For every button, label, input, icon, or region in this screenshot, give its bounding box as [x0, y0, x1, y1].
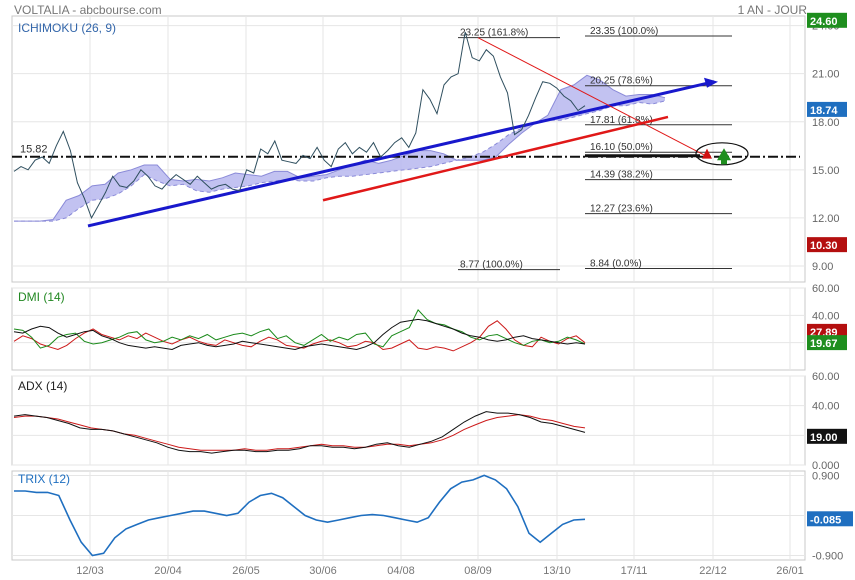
period-label[interactable]: 1 AN - JOUR	[737, 3, 807, 17]
cloud-bottom-line	[14, 100, 666, 222]
adx-black-line	[13, 411, 586, 454]
fibo-level-label: 16.10 (50.0%)	[590, 142, 653, 153]
fan-line	[477, 37, 706, 156]
x-tick-label: 26/05	[232, 565, 260, 577]
x-tick-label: 17/11	[621, 565, 648, 577]
last-price-badge-bg	[807, 101, 847, 117]
y-tick-label: 9.00	[812, 261, 833, 273]
trix-line	[14, 474, 586, 557]
panel-frame-2	[11, 287, 806, 371]
fibo-level-label: 14.39 (38.2%)	[590, 170, 653, 181]
x-tick-label: 22/12	[699, 565, 727, 577]
extension-level-label: 23.25 (161.8%)	[460, 28, 528, 39]
extension-level-label: 8.77 (100.0%)	[460, 260, 523, 271]
y-tick-label: 60.00	[812, 283, 840, 295]
y-tick-label: 0.000	[812, 460, 840, 472]
panel-frame-3	[11, 375, 806, 466]
y-tick-label: 12.00	[812, 213, 840, 225]
fibo-level-label: 17.81 (61.8%)	[590, 115, 653, 126]
y-tick-label: 60.00	[812, 371, 840, 383]
green-up-arrow-icon	[717, 148, 731, 165]
max-price-badge-bg	[807, 12, 847, 28]
last-price-badge: 18.74	[810, 105, 838, 117]
indicator-title: TRIX (12)	[18, 472, 70, 486]
x-tick-label: 30/06	[309, 565, 337, 577]
dmi-green-badge: 19.67	[810, 338, 838, 350]
fibo-level-label: 20.25 (78.6%)	[590, 76, 653, 87]
fibo-level-label: 12.27 (23.6%)	[590, 204, 653, 215]
y-tick-label: 40.00	[812, 401, 840, 413]
dmi-minus-line	[13, 320, 586, 352]
y-tick-label: -0.900	[812, 551, 843, 563]
y-tick-label: 15.00	[812, 165, 840, 177]
min-price-badge-bg	[807, 237, 847, 253]
x-tick-label: 04/08	[387, 565, 415, 577]
panel-frame-1	[11, 15, 806, 283]
red-up-arrow-icon	[702, 148, 712, 159]
y-tick-label: 40.00	[812, 310, 840, 322]
signal-ellipse	[695, 142, 749, 166]
adx-red-line	[13, 414, 586, 451]
indicator-title: ADX (14)	[18, 379, 67, 393]
dmi-plus-line	[13, 309, 586, 349]
indicator-title: ICHIMOKU (26, 9)	[18, 21, 116, 35]
chart-source-title: VOLTALIA - abcbourse.com	[14, 3, 162, 17]
trix-badge: -0.085	[810, 514, 841, 526]
support-value-label: 15.82	[20, 144, 48, 156]
x-tick-label: 26/01	[776, 565, 804, 577]
x-tick-label: 20/04	[154, 565, 182, 577]
trix-badge-bg	[807, 511, 853, 527]
adx-badge-bg	[807, 428, 847, 444]
y-tick-label: 21.00	[812, 69, 840, 81]
fibo-level-label: 23.35 (100.0%)	[590, 26, 658, 37]
x-tick-label: 12/03	[76, 565, 104, 577]
dmi-green-badge-bg	[807, 335, 847, 351]
dmi-adx-line	[13, 318, 586, 351]
adx-badge: 19.00	[810, 432, 838, 444]
uptrend-arrowhead	[704, 77, 718, 88]
x-tick-label: 08/09	[464, 565, 492, 577]
price-line	[13, 31, 586, 220]
fibo-level-label: 8.84 (0.0%)	[590, 259, 642, 270]
y-tick-label: 18.00	[812, 117, 840, 129]
y-tick-label: 0.900	[812, 470, 840, 482]
indicator-title: DMI (14)	[18, 290, 65, 304]
max-price-badge: 24.60	[810, 16, 838, 28]
min-price-badge: 10.30	[810, 240, 838, 252]
red-trend-line	[322, 115, 669, 202]
x-tick-label: 13/10	[543, 565, 571, 577]
cloud-top-line	[14, 74, 666, 222]
